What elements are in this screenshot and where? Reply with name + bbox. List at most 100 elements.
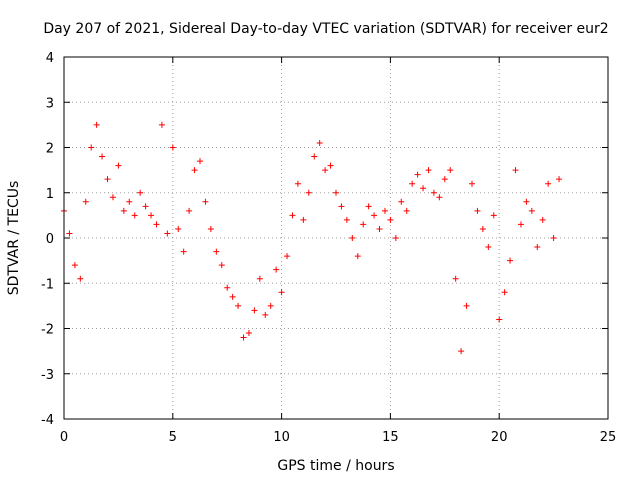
- data-point: [256, 275, 263, 282]
- data-point: [88, 144, 95, 151]
- x-tick-label: 20: [491, 430, 508, 445]
- data-point: [409, 180, 416, 187]
- data-point: [556, 176, 563, 183]
- y-tick-label: 0: [46, 232, 54, 247]
- data-point: [349, 235, 356, 241]
- data-point: [267, 302, 274, 309]
- data-point: [311, 153, 318, 160]
- y-tick-labels: -4 -3 -2 -1 0 1 2 3 4: [41, 51, 54, 428]
- data-point: [109, 194, 116, 201]
- data-point: [273, 266, 280, 273]
- y-tick-label: 4: [46, 51, 54, 66]
- data-point: [376, 225, 383, 232]
- y-tick-label: -3: [41, 368, 54, 383]
- data-point: [278, 289, 285, 296]
- y-tick-label: -1: [41, 277, 54, 292]
- data-point: [528, 207, 535, 214]
- data-point: [474, 207, 481, 214]
- data-point: [104, 176, 111, 183]
- data-point: [441, 176, 448, 183]
- data-point: [164, 230, 171, 237]
- data-point: [387, 216, 394, 223]
- data-point: [240, 334, 247, 341]
- data-point: [496, 316, 503, 323]
- chart-title: Day 207 of 2021, Sidereal Day-to-day VTE…: [43, 21, 608, 37]
- data-point: [452, 275, 459, 282]
- data-point: [550, 235, 557, 241]
- data-point: [545, 180, 552, 187]
- data-point: [120, 207, 127, 214]
- data-point: [218, 262, 225, 269]
- data-point: [371, 212, 378, 219]
- data-point: [71, 262, 78, 269]
- data-point: [191, 167, 198, 174]
- data-point: [479, 225, 486, 232]
- data-point: [202, 198, 209, 205]
- data-point: [175, 225, 182, 232]
- data-point: [131, 212, 138, 219]
- data-point: [137, 189, 144, 196]
- data-point: [420, 185, 427, 192]
- data-point: [186, 207, 193, 214]
- data-point: [284, 253, 291, 260]
- data-point: [251, 307, 258, 314]
- x-tick-labels: 0 5 10 15 20 25: [60, 430, 616, 445]
- data-point: [245, 330, 252, 337]
- data-point: [180, 248, 187, 255]
- data-point: [142, 203, 149, 210]
- y-tick-label: -2: [41, 323, 54, 338]
- data-point: [354, 253, 361, 260]
- x-tick-label: 25: [600, 430, 617, 445]
- y-tick-label: -4: [41, 413, 54, 428]
- data-point: [534, 244, 541, 251]
- data-point: [126, 198, 133, 205]
- data-point: [333, 189, 339, 196]
- data-point: [485, 244, 492, 251]
- data-point: [262, 311, 269, 318]
- data-point: [294, 180, 301, 187]
- data-point: [316, 139, 323, 146]
- data-point: [235, 302, 242, 309]
- data-point: [77, 275, 84, 282]
- data-point: [99, 153, 106, 160]
- data-point: [158, 121, 165, 128]
- x-tick-label: 0: [60, 430, 68, 445]
- data-point: [289, 212, 296, 219]
- data-point: [425, 167, 432, 174]
- x-tick-label: 10: [273, 430, 290, 445]
- data-point: [523, 198, 530, 205]
- y-tick-label: 1: [46, 187, 54, 202]
- data-point: [169, 144, 176, 151]
- data-point: [322, 167, 329, 174]
- x-axis-label: GPS time / hours: [277, 458, 394, 474]
- data-point: [392, 235, 399, 241]
- data-point: [469, 180, 475, 187]
- data-point: [458, 348, 465, 355]
- data-point: [229, 293, 236, 300]
- data-point: [197, 158, 203, 165]
- data-point: [360, 221, 367, 228]
- data-point: [381, 207, 388, 214]
- data-point: [403, 207, 410, 214]
- y-tick-label: 2: [46, 142, 54, 157]
- data-point: [213, 248, 220, 255]
- data-point: [338, 203, 345, 210]
- data-point: [224, 284, 231, 291]
- data-point: [365, 203, 372, 210]
- y-axis-label: SDTVAR / TECUs: [6, 181, 22, 296]
- data-point: [343, 216, 350, 223]
- data-points: [61, 121, 563, 355]
- data-point: [463, 302, 470, 309]
- data-point: [115, 162, 122, 169]
- data-point: [398, 198, 405, 205]
- data-point: [153, 221, 160, 228]
- plot-frame: [63, 56, 609, 420]
- x-tick-label: 5: [169, 430, 177, 445]
- data-point: [66, 230, 73, 237]
- data-point: [300, 216, 307, 223]
- grid-lines: [64, 57, 608, 419]
- data-point: [436, 194, 443, 201]
- data-point: [539, 216, 546, 223]
- data-point: [501, 289, 508, 296]
